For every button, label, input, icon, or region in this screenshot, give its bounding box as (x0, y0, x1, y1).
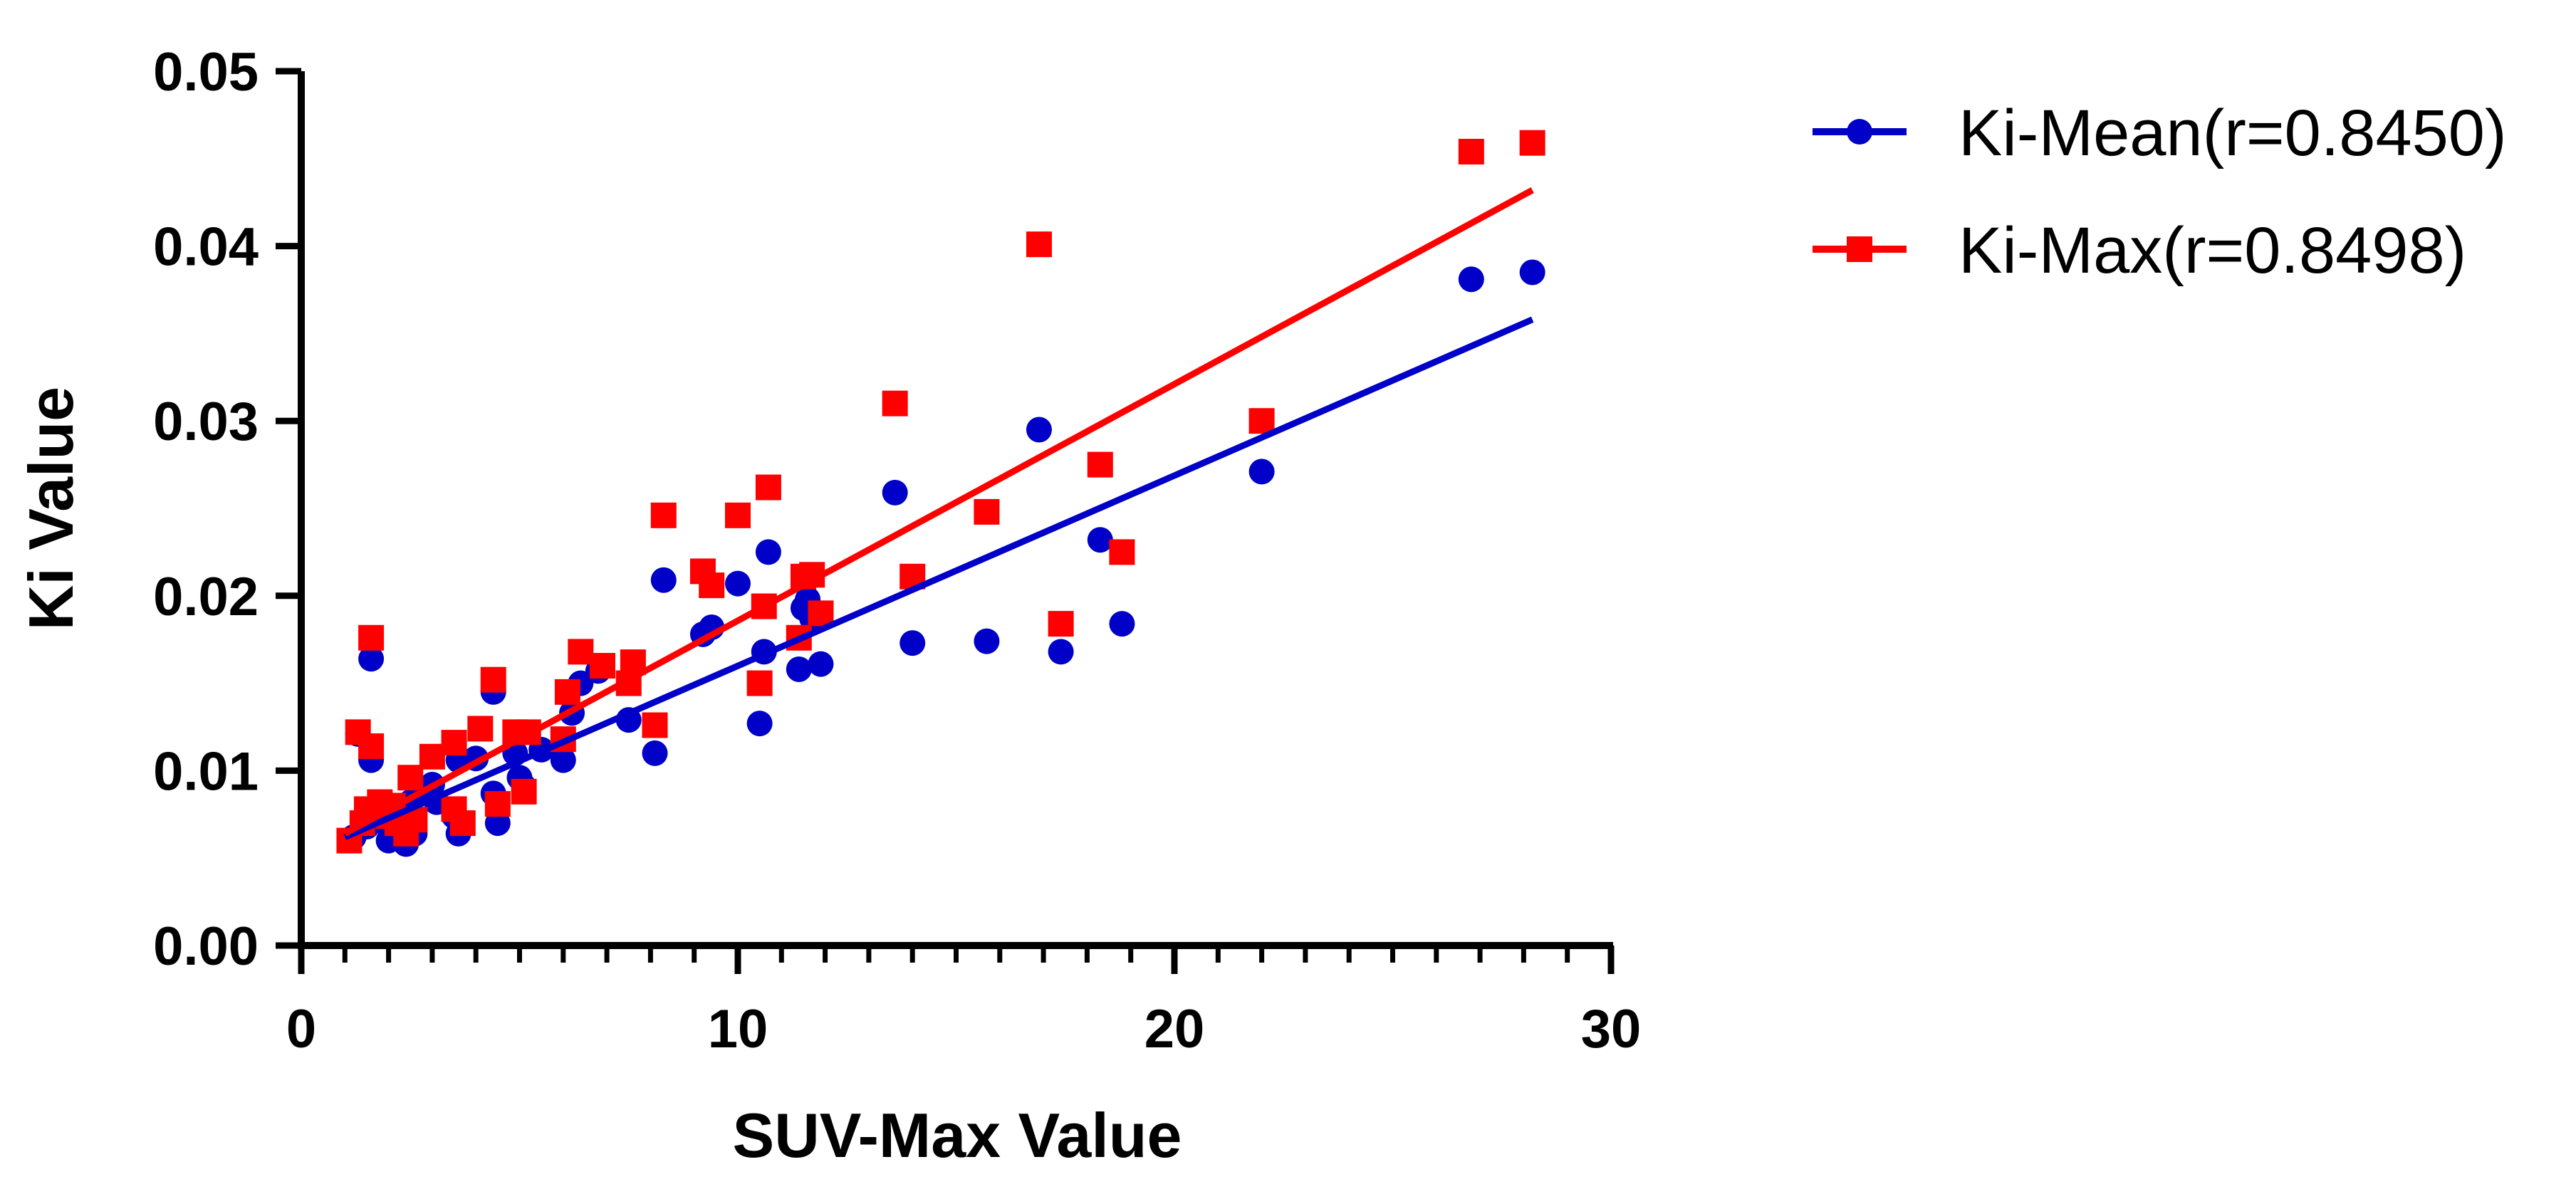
data-point (449, 810, 476, 837)
legend-entry-ki-max: Ki-Max(r=0.8498) (1813, 214, 2466, 287)
data-point (1109, 611, 1135, 637)
fit-lines (343, 187, 1534, 840)
data-point (441, 730, 467, 756)
data-point (699, 572, 725, 599)
data-point (725, 502, 751, 528)
y-ticks: 0.00 0.01 0.02 0.03 0.04 0.05 (153, 42, 301, 977)
data-point (755, 539, 781, 565)
legend-marker-ki-mean (1847, 119, 1872, 145)
data-point (746, 711, 773, 737)
series-ki-max-points (336, 130, 1545, 854)
data-point (808, 600, 834, 627)
data-point (882, 390, 908, 417)
series-ki-mean-points (340, 259, 1545, 857)
data-point (786, 656, 812, 682)
plot-points (336, 130, 1545, 857)
data-point (974, 498, 1000, 525)
data-point (725, 570, 751, 597)
data-point (642, 712, 668, 738)
data-point (1519, 130, 1545, 156)
data-point (568, 639, 594, 665)
data-point (397, 765, 424, 791)
x-ticks: 0 10 20 30 (286, 946, 1641, 1059)
x-tick-label: 20 (1144, 999, 1205, 1059)
y-tick-label: 0.02 (153, 567, 259, 627)
data-point (589, 653, 615, 679)
x-axis-title: SUV-Max Value (733, 1100, 1182, 1171)
data-point (1519, 259, 1545, 286)
data-point (511, 778, 537, 805)
data-point (1248, 408, 1275, 434)
data-point (1458, 266, 1484, 293)
data-point (974, 628, 1000, 654)
data-point (1048, 611, 1074, 637)
y-tick-label: 0.05 (153, 42, 259, 103)
data-point (484, 791, 511, 817)
data-point (358, 624, 385, 651)
data-point (1026, 231, 1052, 258)
y-tick-label: 0.01 (153, 741, 259, 802)
data-point (882, 479, 908, 506)
data-point (419, 743, 445, 770)
data-point (899, 630, 926, 656)
data-point (808, 651, 834, 677)
data-point (1458, 138, 1484, 164)
data-point (1109, 539, 1135, 565)
data-point (755, 474, 781, 501)
y-axis-title: Ki Value (16, 387, 86, 630)
y-tick-label: 0.04 (153, 217, 259, 278)
data-point (554, 679, 580, 705)
x-tick-label: 30 (1581, 999, 1642, 1059)
data-point (1026, 417, 1052, 443)
x-tick-label: 10 (708, 999, 768, 1059)
data-point (650, 567, 677, 593)
data-point (480, 666, 506, 693)
y-tick-label: 0.00 (153, 916, 259, 977)
legend-marker-ki-max (1847, 236, 1872, 262)
data-point (1087, 527, 1113, 553)
legend-label-ki-mean: Ki-Mean(r=0.8450) (1959, 97, 2507, 169)
data-point (746, 670, 773, 696)
data-point (642, 740, 668, 766)
data-point (1048, 639, 1074, 665)
legend: Ki-Mean(r=0.8450) Ki-Max(r=0.8498) (1813, 97, 2507, 287)
legend-label-ki-max: Ki-Max(r=0.8498) (1959, 214, 2466, 287)
legend-entry-ki-mean: Ki-Mean(r=0.8450) (1813, 97, 2507, 169)
fit-line-ki-max (343, 187, 1534, 837)
x-tick-label: 0 (286, 999, 316, 1059)
data-point (1248, 459, 1275, 485)
data-point (1087, 451, 1113, 478)
data-point (467, 716, 494, 742)
data-point (550, 747, 576, 773)
data-point (650, 502, 677, 528)
data-point (358, 733, 385, 760)
y-tick-label: 0.03 (153, 392, 259, 452)
fit-line-ki-mean (343, 316, 1534, 840)
data-point (358, 646, 385, 672)
data-point (484, 810, 511, 837)
